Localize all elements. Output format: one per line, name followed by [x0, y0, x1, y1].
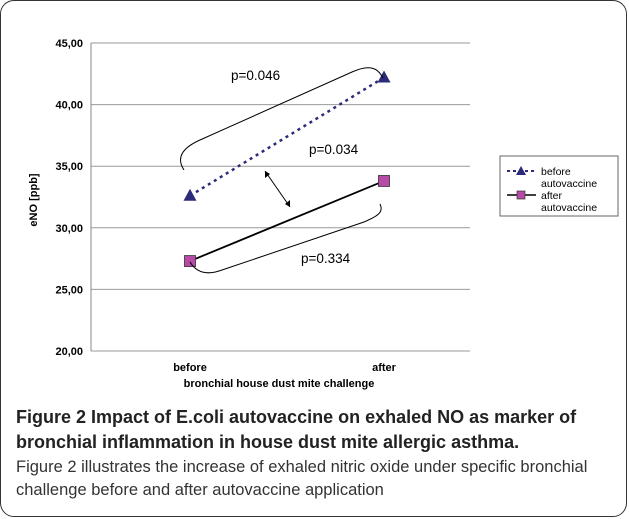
- x-tick-label: after: [372, 362, 397, 374]
- data-point: [184, 255, 196, 267]
- x-axis-title: bronchial house dust mite challenge: [184, 378, 375, 390]
- arrow-head-top: [265, 171, 270, 178]
- arrow-head-bottom: [285, 200, 290, 207]
- y-axis-title: eNO [ppb]: [28, 173, 40, 226]
- legend-before-marker: [516, 166, 526, 175]
- p-value-before: p=0.046: [231, 68, 280, 83]
- p-value-after: p=0.334: [301, 251, 351, 266]
- x-tick-labels: before after: [173, 362, 396, 374]
- data-point: [377, 70, 391, 83]
- y-tick-label: 25,00: [55, 284, 83, 296]
- legend-after-marker: [516, 190, 526, 200]
- grid-lines: [90, 42, 470, 352]
- y-tick-labels: 20,00 25,00 30,00 35,00 40,00 45,00: [55, 38, 83, 358]
- chart: 20,00 25,00 30,00 35,00 40,00 45,00 before aft…: [28, 38, 619, 390]
- y-tick-label: 35,00: [55, 161, 83, 173]
- between-series-arrow: [264, 170, 291, 208]
- legend-box: [499, 155, 619, 217]
- y-tick-label: 45,00: [55, 38, 83, 50]
- data-point: [378, 175, 390, 187]
- series-line-1: [189, 180, 385, 262]
- bracket-before-series: [180, 67, 384, 171]
- series: [183, 70, 391, 267]
- y-tick-label: 40,00: [55, 100, 83, 112]
- y-tick-label: 20,00: [55, 346, 83, 358]
- p-value-between: p=0.034: [309, 142, 359, 157]
- caption-title: Figure 2 Impact of E.coli autovaccine on…: [16, 407, 577, 452]
- y-tick-label: 30,00: [55, 223, 83, 235]
- legend-before-label-2: autovaccine: [541, 178, 597, 190]
- legend-after-label-2: autovaccine: [541, 202, 597, 214]
- caption-body: Figure 2 illustrates the increase of exh…: [16, 458, 588, 499]
- bracket-after-series: [189, 203, 382, 274]
- x-tick-label: before: [173, 362, 207, 374]
- legend-after-label-1: after: [541, 190, 563, 202]
- data-point: [183, 188, 197, 201]
- figure-caption: Figure 2 Impact of E.coli autovaccine on…: [16, 405, 616, 502]
- legend-before-label-1: before: [541, 166, 571, 178]
- series-line-0: [189, 76, 385, 197]
